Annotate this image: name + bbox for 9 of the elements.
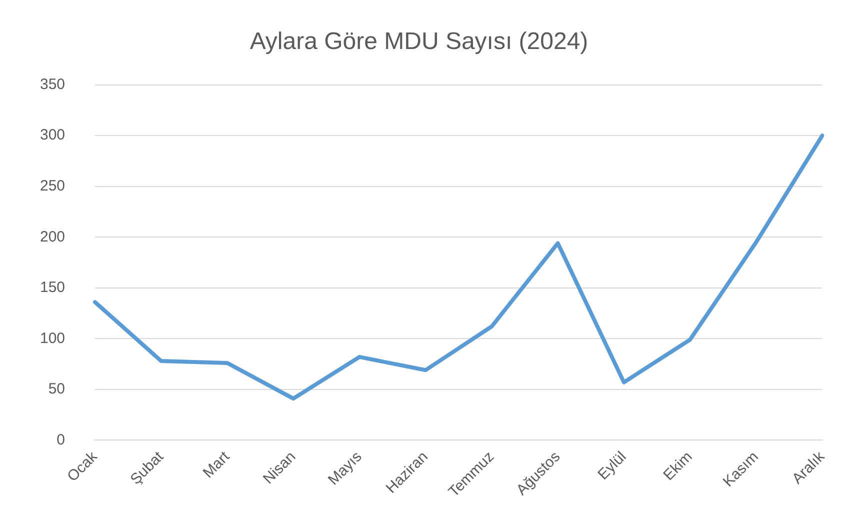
chart-title: Aylara Göre MDU Sayısı (2024) [250,28,588,56]
y-tick-label: 150 [40,279,66,296]
y-tick-label: 250 [40,177,66,194]
y-tick-label: 200 [40,228,66,246]
y-tick-label: 100 [40,330,66,347]
y-tick-label: 0 [56,431,66,448]
y-tick-label: 300 [40,126,66,144]
y-tick-label: 350 [40,76,66,93]
y-tick-label: 50 [48,380,66,398]
